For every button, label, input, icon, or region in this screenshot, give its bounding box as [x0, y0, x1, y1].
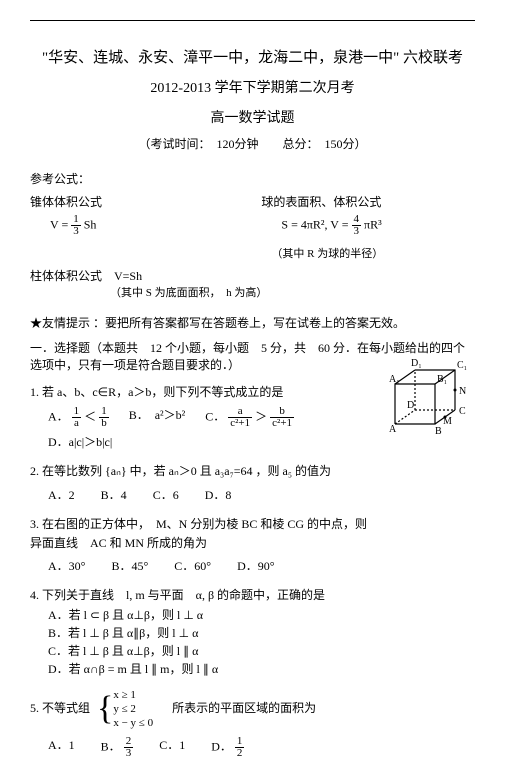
q5-opt-d: D． 12 — [211, 736, 244, 759]
q2-opt-a: A．2 — [48, 486, 75, 505]
formulas-block: 参考公式： 锥体体积公式 V = 13 Sh 球的表面积、体积公式 S = 4π… — [30, 170, 475, 300]
q4-opt-a: A．若 l ⊂ β 且 α⊥β，则 l ⊥ α — [48, 606, 475, 624]
sphere-label: 球的表面积、体积公式 — [261, 193, 475, 210]
q2-opt-d: D．8 — [205, 486, 232, 505]
svg-text:N: N — [459, 386, 466, 397]
q2-opt-c: C．6 — [153, 486, 179, 505]
q5-stem-a: 5. 不等式组 — [30, 701, 90, 715]
q5-stem-b: 所表示的平面区域的面积为 — [160, 701, 316, 715]
q4-opt-d: D．若 α∩β = m 且 l ∥ m，则 l ∥ α — [48, 660, 475, 678]
q3-opt-c: C．60° — [174, 557, 211, 576]
prism-label: 柱体体积公式 V=Sh — [30, 267, 475, 284]
sphere-formula: S = 4πR², V = 43 πR³ — [281, 214, 475, 237]
svg-text:A: A — [389, 424, 397, 435]
q5-opt-a: A．1 — [48, 736, 75, 759]
header-block: "华安、连城、永安、漳平一中，龙海二中，泉港一中" 六校联考 2012-2013… — [30, 46, 475, 152]
cube-diagram: A₁ B₁ C₁ D₁ A B C D N M — [381, 352, 473, 444]
q3-opt-d: D．90° — [237, 557, 274, 576]
q3-opt-b: B．45° — [111, 557, 148, 576]
subject-line: 高一数学试题 — [30, 107, 475, 127]
q4-stem: 4. 下列关于直线 l, m 与平面 α, β 的命题中，正确的是 — [30, 586, 475, 605]
prism-note: （其中 S 为底面面积， h 为高） — [110, 284, 475, 300]
q2-opt-b: B．4 — [101, 486, 127, 505]
q5-opt-b: B． 23 — [101, 736, 134, 759]
q4-opt-b: B．若 l ⊥ β 且 α∥β，则 l ⊥ α — [48, 624, 475, 642]
sphere-note: （其中 R 为球的半径） — [271, 245, 475, 261]
q1-opt-c: C． ac²+1 ＞ bc²+1 — [205, 406, 294, 429]
top-rule — [30, 20, 475, 21]
q3-stem: 3. 在右图的正方体中， M、N 分别为棱 BC 和棱 CG 的中点，则异面直线… — [30, 515, 375, 553]
question-5: 5. 不等式组 { x ≥ 1 y ≤ 2 x − y ≤ 0 所表示的平面区域… — [30, 688, 475, 759]
q5-opt-c: C．1 — [159, 736, 185, 759]
svg-text:D₁: D₁ — [411, 358, 422, 369]
hint-line: ★友情提示 ：要把所有答案都写在答题卷上，写在试卷上的答案无效。 — [30, 314, 475, 331]
svg-text:B₁: B₁ — [437, 374, 447, 385]
q2-stem: 2. 在等比数列 {aₙ} 中，若 aₙ＞0 且 a₃a₇=64 ，则 a₅ 的… — [30, 462, 475, 481]
question-3: 3. 在右图的正方体中， M、N 分别为棱 BC 和棱 CG 的中点，则异面直线… — [30, 515, 475, 577]
q1-opt-a: A． 1a ＜ 1b — [48, 406, 109, 429]
year-line: 2012-2013 学年下学期第二次月考 — [30, 77, 475, 97]
svg-text:A₁: A₁ — [389, 374, 400, 385]
cone-label: 锥体体积公式 — [30, 193, 244, 210]
q1-opt-d: D．a|c|＞b|c| — [48, 433, 112, 452]
exam-info: （考试时间： 120分钟 总分： 150分） — [30, 135, 475, 152]
schools-line: "华安、连城、永安、漳平一中，龙海二中，泉港一中" 六校联考 — [30, 46, 475, 67]
q3-opt-a: A．30° — [48, 557, 85, 576]
ref-label: 参考公式： — [30, 170, 475, 187]
q5-system: { x ≥ 1 y ≤ 2 x − y ≤ 0 — [97, 688, 153, 731]
svg-text:C: C — [459, 406, 466, 417]
svg-text:D: D — [407, 400, 414, 411]
question-4: 4. 下列关于直线 l, m 与平面 α, β 的命题中，正确的是 A．若 l … — [30, 586, 475, 677]
question-2: 2. 在等比数列 {aₙ} 中，若 aₙ＞0 且 a₃a₇=64 ，则 a₅ 的… — [30, 462, 475, 504]
q1-opt-b: B． a²＞b² — [129, 406, 186, 429]
svg-text:B: B — [435, 426, 442, 437]
q4-opt-c: C．若 l ⊥ β 且 α⊥β，则 l ∥ α — [48, 642, 475, 660]
cone-formula: V = 13 Sh — [50, 214, 244, 237]
svg-text:C₁: C₁ — [457, 360, 467, 371]
